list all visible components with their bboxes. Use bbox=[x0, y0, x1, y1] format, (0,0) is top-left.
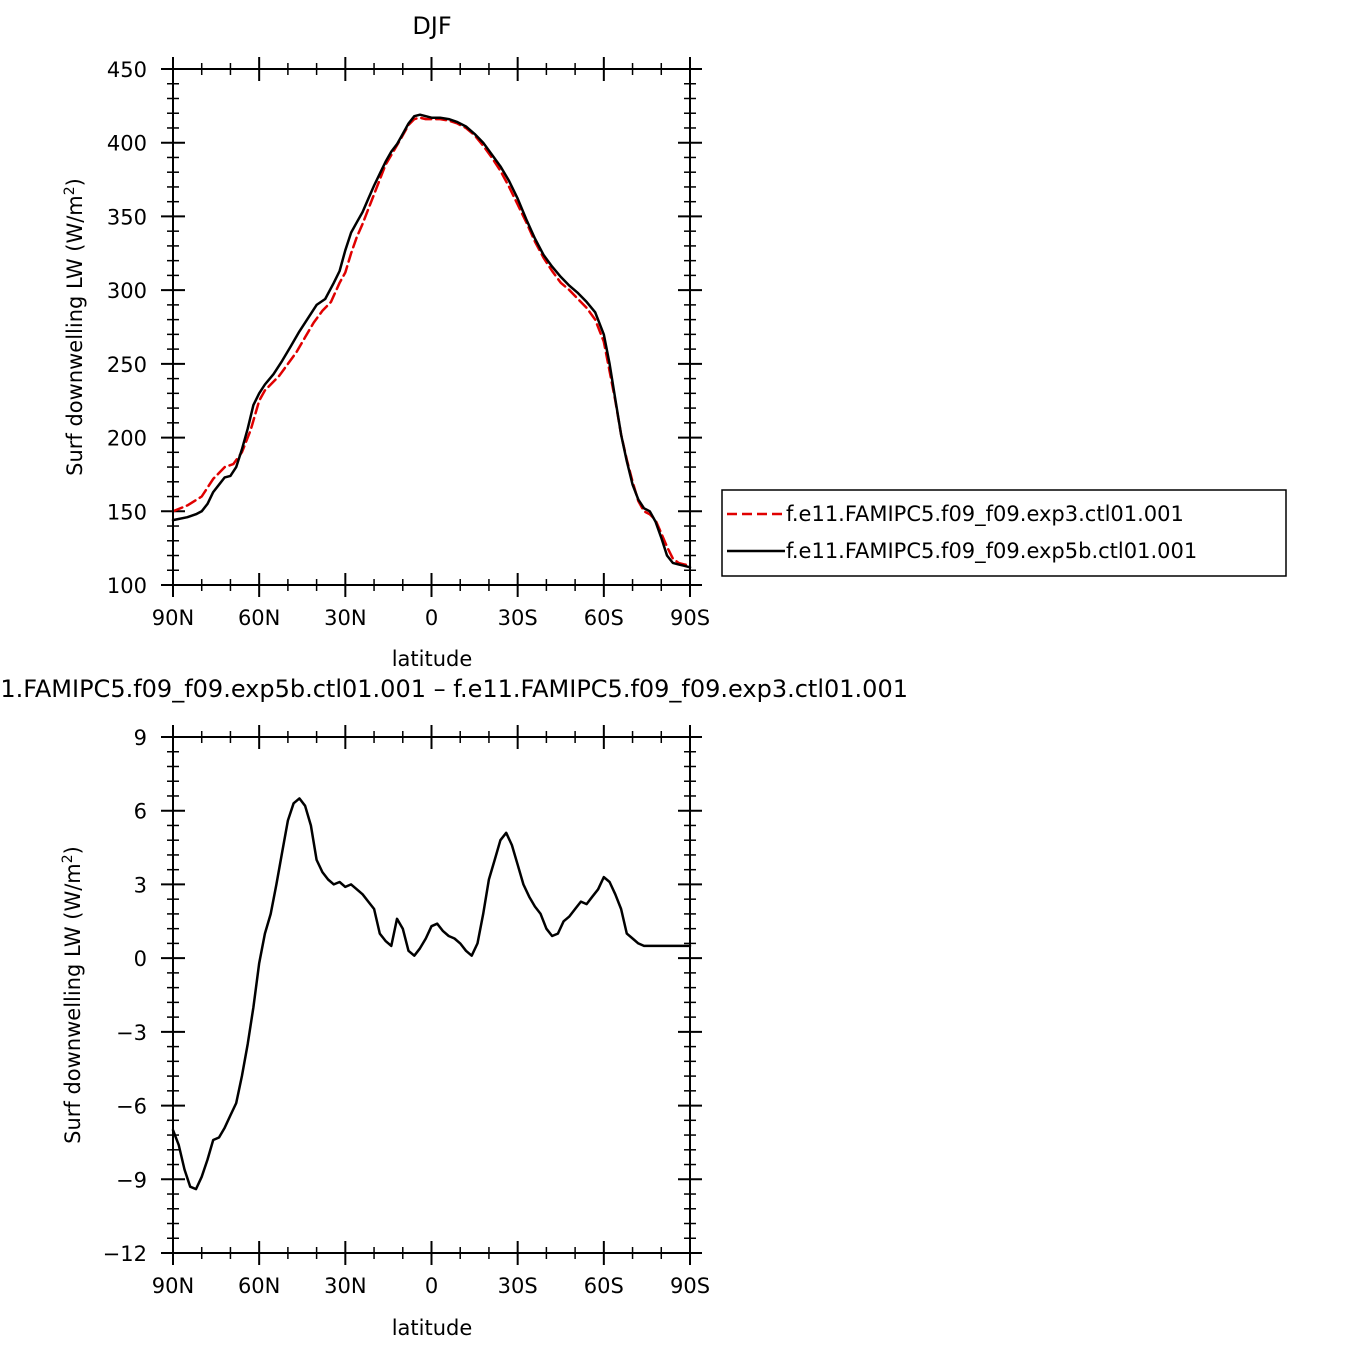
y-tick-label: 250 bbox=[107, 353, 147, 377]
y-tick-label: 6 bbox=[134, 800, 147, 824]
x-tick-label: 60S bbox=[584, 606, 624, 630]
x-tick-label: 90S bbox=[670, 1274, 710, 1298]
top-chart-plot-frame bbox=[172, 68, 691, 586]
x-tick-label: 60S bbox=[584, 1274, 624, 1298]
bottom-chart-x-axis-label: latitude bbox=[392, 1316, 473, 1340]
legend: f.e11.FAMIPC5.f09_f09.exp3.ctl01.001 f.e… bbox=[721, 489, 1287, 577]
bottom-chart-series bbox=[171, 797, 692, 1191]
bottom-chart-y-axis-label: Surf downwelling LW (W/m2) bbox=[60, 846, 85, 1144]
y-tick-label: 100 bbox=[107, 574, 147, 598]
bottom-chart-plot-frame bbox=[172, 736, 691, 1254]
legend-box bbox=[721, 489, 1287, 577]
x-tick-label: 90N bbox=[152, 1274, 194, 1298]
y-tick-label: 350 bbox=[107, 205, 147, 229]
bottom-chart-title: f.e11.FAMIPC5.f09_f09.exp5b.ctl01.001 – … bbox=[0, 675, 908, 703]
bottom-chart-x-tick-labels: 90N 60N 30N 0 30S 60S 90S bbox=[152, 1274, 710, 1298]
x-tick-label: 30S bbox=[498, 1274, 538, 1298]
y-tick-label: 200 bbox=[107, 427, 147, 451]
y-tick-label: −6 bbox=[116, 1095, 147, 1119]
y-tick-label: 450 bbox=[107, 58, 147, 82]
top-chart-y-axis-label: Surf downwelling LW (W/m2) bbox=[62, 178, 87, 476]
x-tick-label: 60N bbox=[238, 606, 280, 630]
x-tick-label: 0 bbox=[425, 1274, 438, 1298]
x-tick-label: 30N bbox=[324, 606, 366, 630]
x-tick-label: 90N bbox=[152, 606, 194, 630]
series-line-0-0 bbox=[171, 116, 692, 568]
y-tick-label: 400 bbox=[107, 132, 147, 156]
x-tick-label: 30S bbox=[498, 606, 538, 630]
series-line-0-1 bbox=[171, 113, 692, 569]
top-chart-x-tick-labels: 90N 60N 30N 0 30S 60S 90S bbox=[152, 606, 710, 630]
legend-label-exp5b: f.e11.FAMIPC5.f09_f09.exp5b.ctl01.001 bbox=[786, 539, 1197, 564]
y-tick-label: −12 bbox=[103, 1242, 147, 1266]
y-tick-label: 300 bbox=[107, 279, 147, 303]
bottom-chart-y-tick-labels: −12 −9 −6 −3 0 3 6 9 bbox=[103, 726, 147, 1266]
top-chart-x-axis-label: latitude bbox=[392, 647, 473, 671]
x-tick-label: 60N bbox=[238, 1274, 280, 1298]
bottom-chart-ticks bbox=[161, 725, 702, 1265]
top-chart-y-tick-labels: 100 150 200 250 300 350 400 450 bbox=[107, 58, 147, 598]
y-tick-label: 9 bbox=[134, 726, 147, 750]
top-chart-ticks bbox=[161, 57, 702, 597]
top-chart-title: DJF bbox=[412, 12, 451, 40]
y-tick-label: 0 bbox=[134, 947, 147, 971]
top-chart-series bbox=[171, 113, 692, 569]
top-chart: DJF 100 150 200 250 300 350 400 450 90N 60N 30N 0 3… bbox=[62, 12, 1287, 671]
y-tick-label: 3 bbox=[134, 873, 147, 897]
x-tick-label: 30N bbox=[324, 1274, 366, 1298]
y-tick-label: −9 bbox=[116, 1168, 147, 1192]
y-tick-label: −3 bbox=[116, 1021, 147, 1045]
y-tick-label: 150 bbox=[107, 500, 147, 524]
legend-label-exp3: f.e11.FAMIPC5.f09_f09.exp3.ctl01.001 bbox=[786, 502, 1184, 527]
x-tick-label: 90S bbox=[670, 606, 710, 630]
x-tick-label: 0 bbox=[425, 606, 438, 630]
series-line-1-0 bbox=[171, 797, 692, 1191]
bottom-chart: f.e11.FAMIPC5.f09_f09.exp5b.ctl01.001 – … bbox=[0, 675, 908, 1340]
